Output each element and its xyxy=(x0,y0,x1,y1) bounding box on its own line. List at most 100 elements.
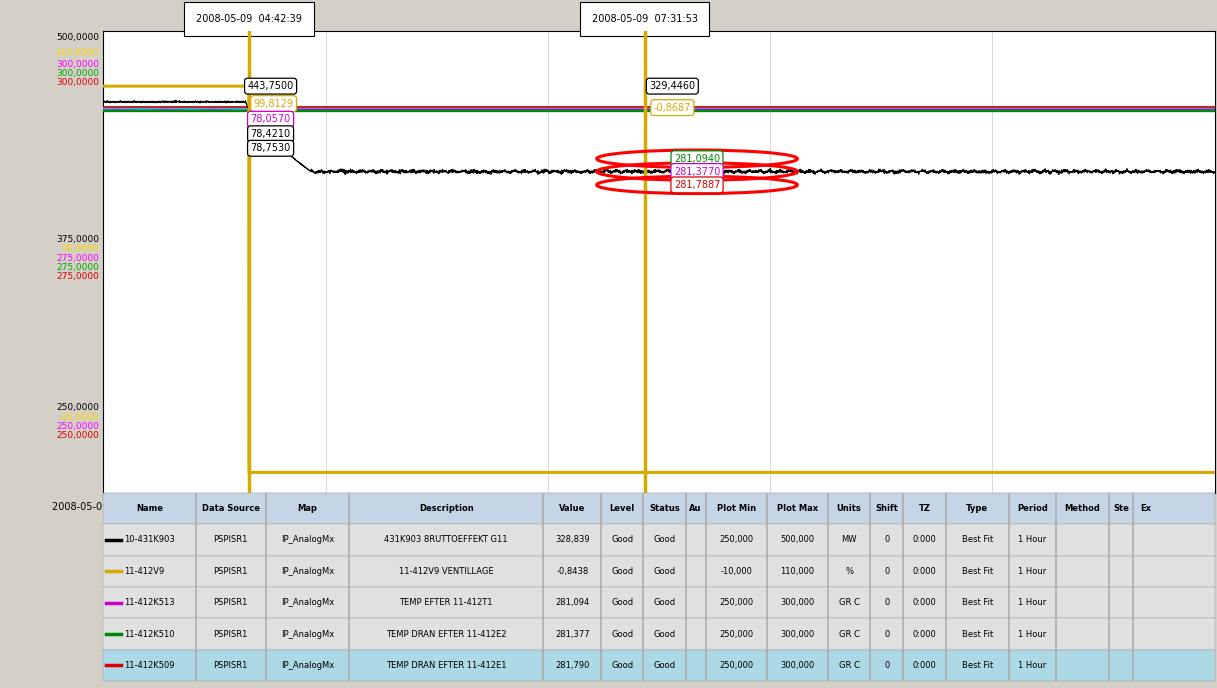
Text: 0:000: 0:000 xyxy=(913,567,936,576)
Text: Good: Good xyxy=(654,630,675,638)
Text: 500,0000: 500,0000 xyxy=(56,34,99,43)
Text: Ex: Ex xyxy=(1140,504,1151,513)
Text: 99,8129: 99,8129 xyxy=(253,98,293,109)
Text: Value: Value xyxy=(559,504,585,513)
Text: Status: Status xyxy=(649,504,680,513)
Text: PSPISR1: PSPISR1 xyxy=(213,598,248,607)
Text: -0,8687: -0,8687 xyxy=(654,103,691,113)
Text: 329,4460: 329,4460 xyxy=(650,81,695,91)
Text: 281,094: 281,094 xyxy=(555,598,589,607)
Text: IP_AnalogMx: IP_AnalogMx xyxy=(281,661,333,670)
Text: 1 Hour: 1 Hour xyxy=(1019,535,1047,544)
Text: 1 Hour: 1 Hour xyxy=(1019,661,1047,670)
Text: Best Fit: Best Fit xyxy=(961,630,993,638)
Text: Name: Name xyxy=(136,504,163,513)
Text: 0: 0 xyxy=(885,598,890,607)
Text: 250,0000: 250,0000 xyxy=(56,422,99,431)
Text: 0: 0 xyxy=(885,535,890,544)
Text: Method: Method xyxy=(1065,504,1100,513)
Text: Good: Good xyxy=(611,535,633,544)
Text: 78,7530: 78,7530 xyxy=(251,143,291,153)
Text: 300,0000: 300,0000 xyxy=(56,60,99,69)
Text: Good: Good xyxy=(611,598,633,607)
Text: PSPISR1: PSPISR1 xyxy=(213,661,248,670)
Text: %: % xyxy=(845,567,853,576)
Text: Good: Good xyxy=(654,567,675,576)
Text: Best Fit: Best Fit xyxy=(961,598,993,607)
Bar xyxy=(103,587,1215,619)
Text: -10,0000: -10,0000 xyxy=(58,413,99,422)
Text: 250,0000: 250,0000 xyxy=(56,402,99,412)
Text: Type: Type xyxy=(966,504,988,513)
Text: 375,0000: 375,0000 xyxy=(56,235,99,244)
Text: IP_AnalogMx: IP_AnalogMx xyxy=(281,630,333,638)
Bar xyxy=(103,493,1215,524)
Text: 250,000: 250,000 xyxy=(719,661,753,670)
Text: 500,000: 500,000 xyxy=(780,535,814,544)
Text: 11-412K509: 11-412K509 xyxy=(124,661,175,670)
Text: PSPISR1: PSPISR1 xyxy=(213,567,248,576)
Text: 78,4210: 78,4210 xyxy=(251,129,291,139)
Text: 110,0000: 110,0000 xyxy=(56,48,99,57)
Text: IP_AnalogMx: IP_AnalogMx xyxy=(281,598,333,607)
Text: 2008-05-09  04:42:39: 2008-05-09 04:42:39 xyxy=(196,14,302,24)
Text: 300,000: 300,000 xyxy=(780,598,814,607)
Text: 50,0000: 50,0000 xyxy=(62,244,99,253)
Bar xyxy=(103,524,1215,555)
Text: 11-412V9: 11-412V9 xyxy=(124,567,164,576)
Text: 1 Hour: 1 Hour xyxy=(1019,567,1047,576)
Text: Data Source: Data Source xyxy=(202,504,259,513)
Text: Ste: Ste xyxy=(1114,504,1129,513)
Text: 1 Hour: 1 Hour xyxy=(1019,630,1047,638)
Text: Good: Good xyxy=(611,567,633,576)
Text: 281,377: 281,377 xyxy=(555,630,590,638)
Text: 78,0570: 78,0570 xyxy=(251,114,291,125)
Text: Plot Min: Plot Min xyxy=(717,504,756,513)
Text: 0:000: 0:000 xyxy=(913,598,936,607)
Text: 0: 0 xyxy=(885,661,890,670)
Text: Good: Good xyxy=(611,630,633,638)
Text: 275,0000: 275,0000 xyxy=(56,272,99,281)
Text: Good: Good xyxy=(654,535,675,544)
Text: 281,3770: 281,3770 xyxy=(674,166,720,177)
Text: Plot Max: Plot Max xyxy=(776,504,818,513)
Text: 250,000: 250,000 xyxy=(719,535,753,544)
Text: Map: Map xyxy=(297,504,318,513)
Text: TEMP DRAN EFTER 11-412E1: TEMP DRAN EFTER 11-412E1 xyxy=(386,661,506,670)
Text: 443,7500: 443,7500 xyxy=(247,81,293,91)
Text: 300,000: 300,000 xyxy=(780,630,814,638)
Text: IP_AnalogMx: IP_AnalogMx xyxy=(281,535,333,544)
Text: Best Fit: Best Fit xyxy=(961,535,993,544)
Text: 281,0940: 281,0940 xyxy=(674,153,720,164)
Text: 11-412K510: 11-412K510 xyxy=(124,630,175,638)
Text: 300,0000: 300,0000 xyxy=(56,69,99,78)
Text: TZ: TZ xyxy=(919,504,931,513)
Text: 275,0000: 275,0000 xyxy=(56,254,99,263)
Text: Shift: Shift xyxy=(875,504,898,513)
Text: PSPISR1: PSPISR1 xyxy=(213,535,248,544)
Text: 250,000: 250,000 xyxy=(719,598,753,607)
Text: 0: 0 xyxy=(885,630,890,638)
Text: 11-412K513: 11-412K513 xyxy=(124,598,175,607)
Bar xyxy=(103,619,1215,649)
Text: MW: MW xyxy=(841,535,857,544)
Text: IP_AnalogMx: IP_AnalogMx xyxy=(281,567,333,576)
Text: Good: Good xyxy=(654,661,675,670)
Text: 281,790: 281,790 xyxy=(555,661,589,670)
Text: 0: 0 xyxy=(885,567,890,576)
Text: Good: Good xyxy=(654,598,675,607)
Text: Level: Level xyxy=(610,504,635,513)
Text: 0:000: 0:000 xyxy=(913,630,936,638)
Text: TEMP DRAN EFTER 11-412E2: TEMP DRAN EFTER 11-412E2 xyxy=(386,630,506,638)
Text: 250,000: 250,000 xyxy=(719,630,753,638)
Text: 300,0000: 300,0000 xyxy=(56,78,99,87)
Text: TEMP EFTER 11-412T1: TEMP EFTER 11-412T1 xyxy=(399,598,493,607)
Text: 328,839: 328,839 xyxy=(555,535,590,544)
Text: 300,000: 300,000 xyxy=(780,661,814,670)
Text: GR C: GR C xyxy=(839,630,859,638)
Text: Best Fit: Best Fit xyxy=(961,661,993,670)
Text: -10,000: -10,000 xyxy=(720,567,752,576)
Text: 110,000: 110,000 xyxy=(780,567,814,576)
Text: 11-412V9 VENTILLAGE: 11-412V9 VENTILLAGE xyxy=(399,567,494,576)
Text: Au: Au xyxy=(689,504,702,513)
